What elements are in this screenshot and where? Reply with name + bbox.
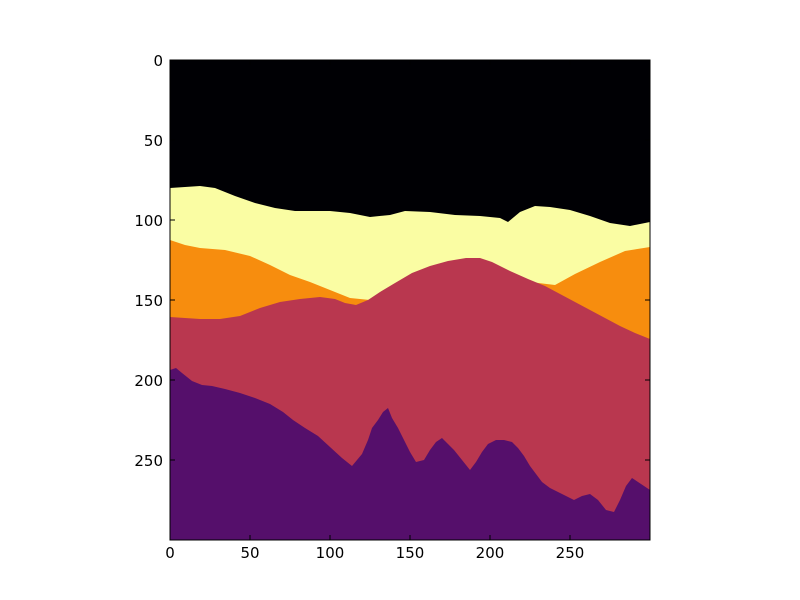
y-tick-150: 150 (134, 292, 650, 310)
x-tick-label: 150 (396, 544, 425, 562)
y-tick-0: 0 (153, 52, 650, 70)
y-tick-label: 200 (134, 372, 163, 390)
x-tick-label: 250 (556, 544, 585, 562)
y-tick-label: 50 (144, 132, 163, 150)
x-tick-label: 200 (476, 544, 505, 562)
x-tick-50: 50 (240, 60, 260, 562)
x-tick-100: 100 (316, 60, 345, 562)
y-tick-200: 200 (134, 372, 650, 390)
foreground-forest-region (170, 368, 650, 540)
x-tick-0: 0 (165, 60, 175, 562)
y-tick-label: 150 (134, 292, 163, 310)
y-tick-50: 50 (144, 132, 650, 150)
y-tick-100: 100 (134, 212, 650, 230)
x-axis: 0 50 100 150 200 250 (165, 60, 584, 562)
y-tick-label: 250 (134, 452, 163, 470)
x-tick-200: 200 (476, 60, 505, 562)
y-tick-label: 100 (134, 212, 163, 230)
image-plot (169, 59, 651, 541)
x-tick-150: 150 (396, 60, 425, 562)
x-tick-label: 100 (316, 544, 345, 562)
y-axis: 0 50 100 150 200 250 (134, 52, 650, 470)
x-tick-250: 250 (556, 60, 585, 562)
x-tick-label: 50 (240, 544, 259, 562)
y-tick-label: 0 (153, 52, 163, 70)
x-tick-label: 0 (165, 544, 175, 562)
y-tick-250: 250 (134, 452, 650, 470)
